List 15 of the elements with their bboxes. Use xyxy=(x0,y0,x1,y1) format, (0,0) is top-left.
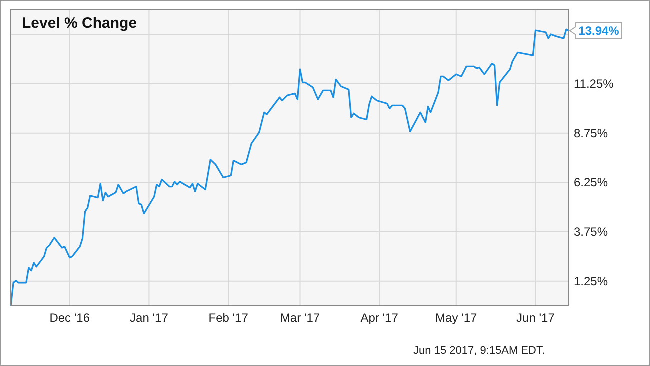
x-tick-label: May '17 xyxy=(436,311,478,325)
y-tick-label: 8.75% xyxy=(574,126,608,140)
text: Jun 15 2017, 9:15AM EDT. xyxy=(414,345,545,357)
x-tick-label: Jun '17 xyxy=(516,311,556,325)
annotation: 13.94% xyxy=(578,24,620,38)
y-tick-label: 6.25% xyxy=(574,176,608,190)
y-tick-label: 11.25% xyxy=(574,77,614,91)
x-tick-label: Dec '16 xyxy=(50,311,90,325)
x-tick-label: Mar '17 xyxy=(280,311,320,325)
y-tick-label: 3.75% xyxy=(574,225,608,239)
chart-title: Level % Change xyxy=(22,15,138,32)
x-tick-label: Jan '17 xyxy=(130,311,169,325)
x-tick-label: Feb '17 xyxy=(208,311,249,325)
y-tick-label: 1.25% xyxy=(574,274,608,288)
x-tick-label: Apr '17 xyxy=(360,311,399,325)
